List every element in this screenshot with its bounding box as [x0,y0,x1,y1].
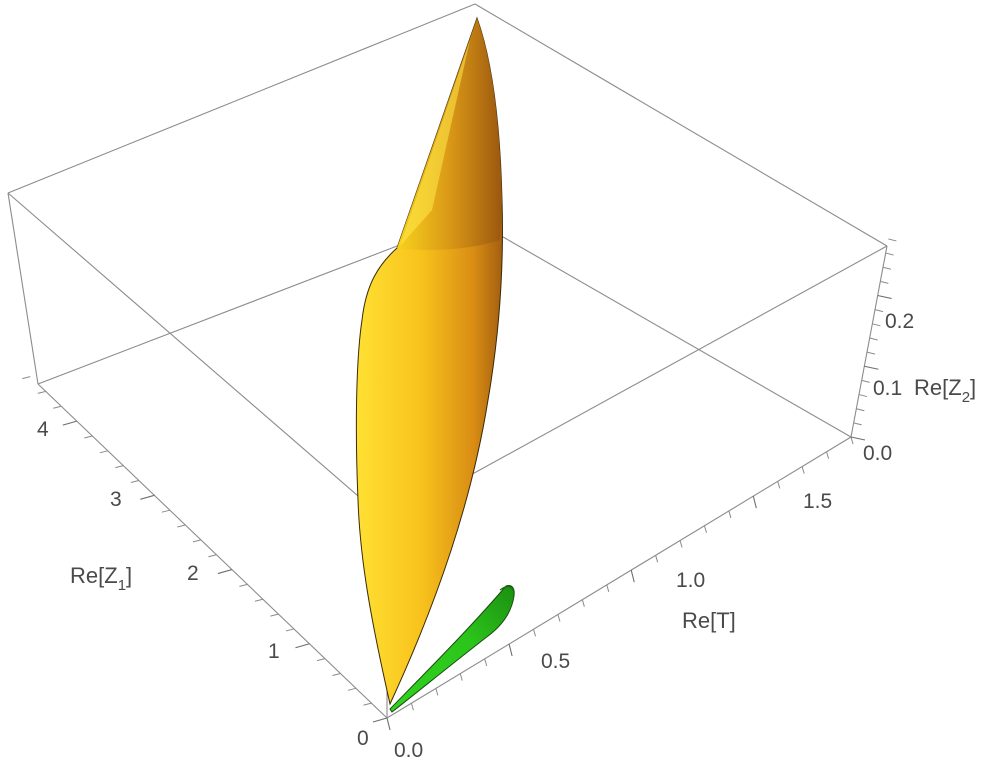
green-surface [389,585,515,713]
z-axis-label-prefix: Re[Z [914,375,962,400]
tick-minor [885,252,894,256]
tick-minor [872,323,881,327]
y-tick-label: 4 [37,418,49,441]
tick-minor [347,687,357,691]
tick-minor [99,450,108,454]
tick-major [630,569,635,583]
tick-minor [850,436,854,445]
tick-major [386,717,391,731]
tick-minor [533,629,537,637]
tick-minor [115,465,124,469]
box-edge [474,3,888,247]
z-tick-label: 0.1 [873,377,902,400]
tick-minor [874,309,884,313]
tick-major [140,494,155,500]
tick-minor [728,510,732,519]
tick-minor [880,280,889,284]
box-edge [386,436,852,719]
y-tick-label: 0 [357,727,369,750]
tick-major [752,496,757,509]
x-tick-label: 1.5 [803,490,832,513]
tick-minor [557,614,561,622]
y-axis-label-prefix: Re[Z [70,563,118,588]
tick-minor [410,703,414,711]
axis-ticks [22,238,897,731]
tick-major [877,294,892,300]
tick-minor [606,584,610,593]
tick-minor [703,525,707,533]
tick-minor [363,702,372,706]
tick-minor [861,379,870,383]
x-tick-label: 1.0 [676,569,705,592]
box-edge [7,3,476,194]
tick-minor [254,598,264,602]
x-tick-label: 0.5 [541,650,570,673]
y-tick-label: 1 [268,640,280,663]
tick-minor [130,480,139,483]
tick-minor [853,422,862,426]
tick-minor [22,376,31,380]
x-axis-label: Re[T] [682,608,736,633]
tick-minor [177,524,186,528]
axis-labels: Re[T] Re[Z1] Re[Z2] [70,375,976,633]
x-tick-label: 0.0 [394,739,423,762]
tick-minor [192,539,201,543]
tick-minor [858,394,868,398]
tick-minor [888,238,897,242]
gold-surface-highlight [400,40,470,246]
tick-minor [856,408,865,412]
tick-minor [37,390,46,394]
tick-major [217,569,233,575]
box-edge [37,383,388,719]
tick-major [850,436,866,441]
tick-major [508,643,513,657]
tick-minor [53,405,62,409]
tick-minor [84,435,93,439]
tick-minor [270,613,279,617]
z-axis-label-suffix: ] [970,375,976,400]
green-surface-rim [499,585,515,595]
z-axis-label: Re[Z2] [914,375,976,406]
tick-minor [801,466,805,474]
tick-minor [484,658,488,666]
tick-minor [239,583,248,587]
tick-minor [777,481,781,489]
tick-minor [826,451,830,459]
tick-minor [866,351,876,355]
tick-major [62,420,77,426]
tick-minor [581,599,585,607]
y-axis-label-suffix: ] [126,563,132,588]
y-tick-label: 3 [110,488,122,511]
z-tick-label: 0.0 [863,442,892,465]
z-tick-label: 0.2 [885,310,914,333]
box-edge [469,217,852,438]
tick-major [372,717,388,723]
tick-major [295,643,310,649]
tick-minor [161,509,170,513]
tick-minor [679,540,683,548]
box-edge [7,192,39,385]
box-edge [7,192,388,522]
green-surface-body [389,585,515,713]
tick-minor [285,628,295,632]
tick-minor [869,337,878,341]
y-tick-label: 2 [187,562,199,585]
tick-labels: 0.0 0.5 1.0 1.5 0 1 2 3 4 0.0 0.1 0.2 [37,310,914,762]
tick-minor [316,658,326,662]
tick-minor [459,673,463,681]
tick-minor [332,672,341,676]
gold-surface [355,16,503,706]
tick-minor [655,555,659,563]
tick-major [864,365,879,370]
tick-minor [208,554,217,558]
tick-minor [882,266,892,270]
box-edge [850,245,888,438]
tick-minor [435,688,439,696]
y-axis-label: Re[Z1] [70,563,132,594]
y-axis-label-sub: 1 [118,577,126,594]
z-axis-label-sub: 2 [962,389,970,406]
